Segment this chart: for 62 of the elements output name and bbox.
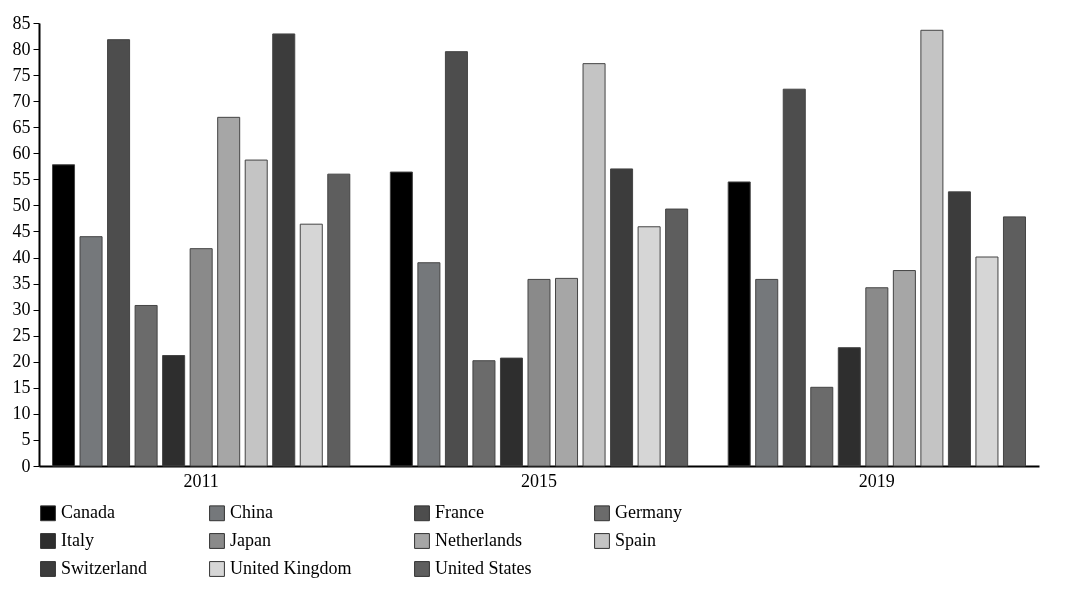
x-tick-label: 2011: [183, 470, 219, 491]
legend-label: Italy: [61, 530, 94, 550]
bar: [327, 173, 351, 467]
y-tick-label: 60: [12, 142, 31, 163]
y-tick-label: 50: [12, 194, 31, 215]
bar: [837, 347, 861, 467]
legend-label: Netherlands: [435, 530, 522, 550]
y-tick-label: 70: [12, 90, 31, 111]
bar: [947, 191, 971, 467]
legend-label: United States: [435, 558, 532, 578]
bar: [810, 386, 834, 467]
legend-label: Spain: [615, 530, 657, 550]
bar: [107, 39, 131, 467]
bar: [975, 256, 999, 467]
bar: [444, 51, 468, 467]
legend-label: China: [230, 502, 274, 523]
bar: [665, 208, 689, 467]
legend-label: Japan: [230, 530, 271, 550]
y-tick-label: 20: [12, 351, 31, 372]
bar: [755, 278, 779, 467]
bar: [134, 304, 158, 467]
bar: [555, 277, 579, 467]
bar: [1002, 216, 1026, 467]
y-tick-label: 35: [12, 273, 31, 294]
bar: [272, 33, 296, 467]
x-tick-label: 2015: [521, 470, 557, 491]
legend-label: Switzerland: [61, 558, 147, 578]
bar: [189, 248, 213, 467]
bar: [299, 223, 323, 467]
bar: [162, 355, 186, 467]
y-tick-label: 0: [21, 455, 31, 476]
y-tick-label: 25: [12, 325, 31, 346]
bar: [472, 360, 496, 467]
y-tick-label: 80: [12, 38, 31, 59]
legend-label: Germany: [615, 502, 682, 523]
y-tick-label: 40: [12, 247, 31, 268]
x-tick-label: 2019: [858, 470, 895, 491]
y-tick-label: 30: [12, 299, 31, 320]
y-tick-label: 10: [12, 403, 31, 424]
bar: [637, 226, 661, 467]
bar: [244, 159, 268, 467]
y-tick-label: 55: [12, 168, 31, 189]
bar: [920, 29, 944, 467]
bar: [865, 287, 889, 467]
bar: [527, 278, 551, 467]
legend-label: Canada: [61, 502, 115, 523]
bar: [610, 168, 634, 467]
bar: [582, 63, 606, 467]
bar: [79, 236, 103, 467]
y-tick-label: 5: [21, 429, 31, 450]
bar: [217, 116, 241, 467]
bar: [782, 88, 806, 467]
bar: [499, 357, 523, 467]
y-tick-label: 65: [12, 116, 31, 137]
y-tick-label: 75: [12, 64, 31, 85]
bar: [892, 270, 916, 467]
y-tick-label: 45: [12, 220, 31, 241]
legend-label: France: [435, 502, 484, 523]
y-tick-label: 85: [12, 12, 31, 33]
legend-label: United Kingdom: [230, 558, 352, 578]
y-tick-label: 15: [12, 377, 31, 398]
bar: [417, 262, 441, 467]
